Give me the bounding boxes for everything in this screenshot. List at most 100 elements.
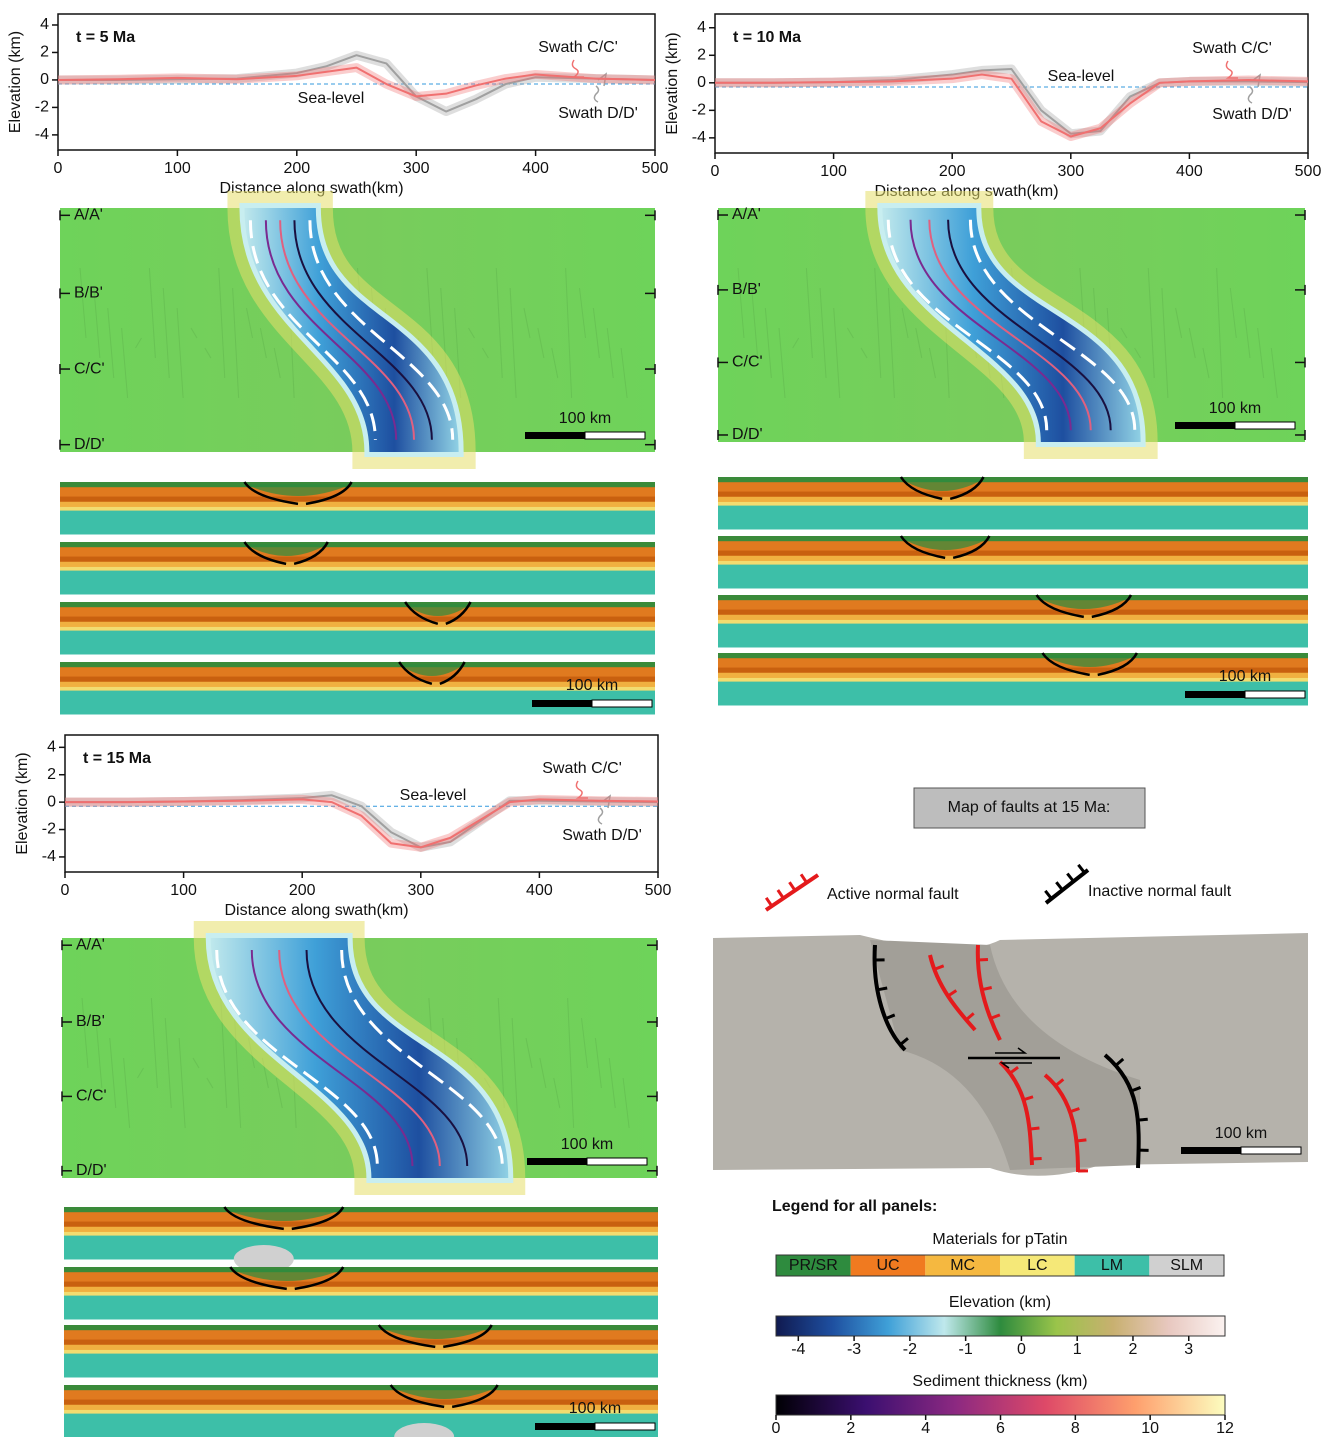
scale-bar	[586, 1157, 648, 1166]
section-fault	[293, 541, 329, 566]
y-tick-label: -4	[35, 126, 49, 143]
material-layer	[64, 1226, 658, 1233]
drainage	[1134, 347, 1142, 359]
material-layer	[718, 658, 1308, 669]
section-fault	[243, 481, 299, 506]
x-tick-label: 500	[645, 882, 672, 899]
fault-trace	[215, 949, 379, 1167]
material-layer	[718, 667, 1308, 674]
legend-title: Legend for all panels:	[772, 1198, 937, 1215]
active-fault-tick	[981, 986, 993, 992]
colorbar-tick-label: 1	[1073, 1341, 1082, 1358]
sediment-contour	[947, 219, 1112, 431]
sediment-label: Sediment thickness (km)	[912, 1373, 1087, 1390]
section-fault	[398, 661, 433, 686]
material-layer	[64, 1212, 658, 1223]
material-layer	[718, 501, 1308, 507]
profile-label: B/B'	[74, 285, 103, 302]
drainage	[537, 327, 545, 359]
y-tick-label: -4	[692, 129, 706, 146]
inactive-fault-tick	[899, 1037, 909, 1046]
material-layer	[60, 686, 655, 692]
profile-label: B/B'	[76, 1013, 105, 1030]
sediment-contour	[293, 220, 433, 440]
material-layer	[718, 505, 1308, 530]
active-fault-tick	[1069, 1107, 1080, 1114]
material-layer	[718, 496, 1308, 503]
material-layer	[718, 677, 1308, 683]
legend-inactive-fault-tick	[1044, 889, 1053, 900]
profile-label: D/D'	[732, 426, 763, 443]
y-tick-label: -4	[42, 848, 56, 865]
legend-label: Swath D/D'	[558, 105, 638, 122]
x-tick-label: 400	[1176, 163, 1203, 180]
material-layer	[60, 542, 655, 548]
drainage	[150, 997, 158, 1089]
material-label: PR/SR	[789, 1257, 838, 1274]
drainage	[737, 267, 745, 339]
drainage	[123, 1057, 131, 1129]
x-tick-label: 500	[642, 160, 669, 177]
material-layer	[60, 506, 655, 512]
drainage	[553, 1077, 561, 1109]
scale-bar	[527, 1158, 587, 1165]
material-layer	[718, 564, 1308, 589]
colorbar	[775, 1394, 1226, 1416]
material-label: MC	[950, 1257, 975, 1274]
drainage	[1175, 307, 1183, 339]
drainage	[1202, 347, 1210, 379]
legend-active-fault-tick	[764, 896, 774, 907]
x-tick-label: 200	[939, 163, 966, 180]
x-tick-label: 400	[522, 160, 549, 177]
drainage	[178, 1037, 186, 1129]
x-tick-label: 400	[526, 882, 553, 899]
material-layer	[64, 1344, 658, 1351]
colorbar-tick-label: 0	[772, 1420, 781, 1437]
drainage	[1188, 327, 1196, 359]
material-layer	[60, 662, 655, 668]
drainage	[846, 327, 854, 339]
material-layer	[64, 1409, 658, 1415]
drainage	[620, 347, 628, 399]
material-layer	[64, 1325, 658, 1331]
basin-fill	[900, 538, 990, 550]
scale-bar	[535, 1423, 595, 1430]
drainage	[751, 287, 759, 359]
drainage	[109, 1037, 117, 1109]
material-layer	[718, 482, 1308, 493]
material-layer	[64, 1207, 658, 1213]
x-tick-label: 0	[61, 882, 70, 899]
scale-bar	[1175, 422, 1235, 429]
drainage	[495, 267, 503, 379]
material-layer	[64, 1281, 658, 1288]
drainage	[860, 347, 868, 359]
y-axis-label: Elevation (km)	[7, 31, 24, 133]
active-fault-tick	[1054, 1078, 1065, 1087]
drainage	[497, 997, 505, 1109]
scale-bar	[525, 432, 585, 439]
scale-bar	[594, 1422, 656, 1431]
colorbar-tick-label: 6	[996, 1420, 1005, 1437]
material-layer	[64, 1231, 658, 1237]
drainage	[509, 287, 517, 399]
drainage	[887, 287, 895, 399]
legend-label: Swath C/C'	[542, 760, 622, 777]
material-layer	[64, 1286, 658, 1293]
material-layer	[60, 630, 655, 655]
drainage	[792, 337, 800, 349]
material-layer	[718, 560, 1308, 566]
legend-label: Swath D/D'	[1212, 106, 1292, 123]
y-tick-label: 0	[697, 74, 706, 91]
material-layer	[60, 556, 655, 563]
section-fault	[1091, 594, 1133, 619]
basin-fill	[390, 1387, 498, 1399]
legend-inactive-label: Inactive normal fault	[1088, 883, 1232, 900]
material-layer	[718, 653, 1308, 659]
drainage	[246, 307, 253, 339]
active-fault-tick	[933, 964, 945, 971]
colorbar-tick-label: 0	[1017, 1341, 1026, 1358]
drainage	[273, 347, 281, 379]
drainage	[206, 1077, 214, 1089]
sediment-contour	[279, 220, 416, 440]
material-layer	[64, 1272, 658, 1283]
